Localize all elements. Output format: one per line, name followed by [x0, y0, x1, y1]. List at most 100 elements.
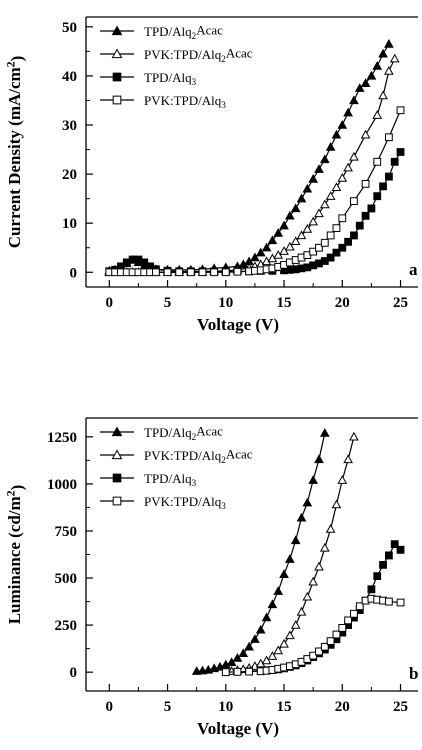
data-point: [315, 647, 323, 656]
data-point: [343, 107, 353, 117]
data-point: [378, 48, 388, 58]
data-point: [291, 660, 300, 669]
data-point: [396, 148, 405, 156]
chart-panel-a: 0 5 10 15 20 25 0 10 20 30 40 50 Voltage (V) Current …: [4, 16, 418, 334]
series-1: [104, 53, 400, 276]
legend-label-part: TPD/Alq: [144, 425, 192, 440]
data-point: [309, 261, 318, 270]
legend-label-script: 3: [192, 77, 197, 87]
data-point: [332, 224, 341, 232]
data-point: [361, 596, 370, 605]
legend: TPD/Alq2AcacPVK:TPD/Alq2AcacTPD/Alq3PVK:…: [100, 23, 253, 110]
data-point: [320, 642, 329, 651]
data-point: [285, 258, 294, 267]
legend-label-part: PVK:TPD/Alq: [144, 47, 222, 62]
legend-label-part: PVK:TPD/Alq: [144, 448, 222, 463]
data-point: [379, 560, 387, 569]
data-point: [250, 252, 260, 262]
y-tick-label: 10: [62, 216, 77, 232]
data-point: [198, 268, 207, 277]
x-tick-label: 25: [393, 295, 408, 311]
legend-item: PVK:TPD/Alq2Acac: [100, 447, 253, 466]
data-point: [261, 242, 272, 252]
data-point: [290, 535, 301, 545]
data-point: [279, 220, 289, 230]
data-point: [302, 224, 313, 233]
y-tick-label: 40: [62, 69, 77, 85]
data-point: [268, 264, 277, 273]
data-point: [384, 551, 393, 560]
data-point: [325, 191, 336, 200]
legend-marker: [112, 95, 122, 105]
data-point: [308, 173, 319, 183]
legend-label-part: Acac: [226, 447, 253, 462]
data-point: [279, 569, 289, 578]
data-point: [256, 667, 265, 676]
x-tick-label: 10: [218, 699, 233, 715]
data-point: [367, 585, 376, 594]
legend-label-part: Acac: [196, 23, 223, 38]
data-point: [379, 182, 387, 191]
data-point: [344, 237, 353, 246]
data-point: [337, 475, 348, 484]
legend-label: PVK:TPD/Alq2Acac: [144, 447, 253, 466]
y-axis-title: Luminance (cd/m2): [4, 485, 27, 625]
y-tick-label: 0: [70, 265, 78, 281]
data-point: [389, 53, 400, 63]
legend-marker: [111, 426, 123, 437]
data-point: [361, 180, 370, 188]
data-point: [226, 657, 237, 667]
y-tick-label: 750: [55, 524, 78, 540]
legend: TPD/Alq2AcacPVK:TPD/Alq2AcacTPD/Alq3PVK:…: [100, 424, 253, 511]
data-point: [256, 266, 265, 275]
data-point: [315, 259, 323, 268]
data-point: [296, 230, 307, 240]
data-point: [163, 268, 172, 277]
data-point: [396, 545, 405, 554]
y-axis-title-part: ): [7, 56, 26, 62]
data-point: [273, 227, 284, 237]
data-point: [285, 241, 295, 251]
data-point: [331, 182, 342, 192]
data-point: [280, 663, 288, 672]
y-tick-label: 250: [55, 618, 78, 634]
data-point: [390, 157, 399, 166]
x-tick-label: 25: [393, 699, 408, 715]
legend-label-part: Acac: [196, 424, 223, 439]
data-point: [274, 262, 283, 271]
data-point: [279, 638, 289, 648]
y-tick-label: 50: [62, 20, 77, 36]
data-point: [303, 251, 312, 259]
data-point: [291, 256, 300, 264]
data-point: [360, 129, 371, 139]
x-tick-label: 15: [277, 699, 292, 715]
data-point: [360, 78, 371, 87]
series-line: [109, 110, 402, 273]
legend-label-script: 2: [192, 432, 197, 442]
y-axis-title: Current Density (mA/cm2): [4, 56, 27, 249]
data-point: [319, 542, 330, 552]
data-point: [314, 454, 324, 464]
y-tick-label: 1000: [47, 477, 77, 493]
legend-label-part: PVK:TPD/Alq: [144, 93, 222, 108]
data-point: [291, 265, 300, 274]
data-point: [314, 208, 324, 218]
data-point: [384, 38, 394, 48]
legend-label: PVK:TPD/Alq2Acac: [144, 46, 253, 65]
data-point: [273, 586, 284, 595]
data-point: [285, 210, 295, 220]
legend-label-part: TPD/Alq: [144, 471, 192, 486]
x-tick-label: 20: [335, 699, 350, 715]
data-point: [325, 142, 336, 151]
data-point: [338, 214, 347, 223]
data-point: [210, 268, 219, 277]
data-point: [296, 606, 307, 616]
data-point: [221, 668, 230, 677]
data-point: [337, 119, 348, 129]
data-point: [361, 211, 370, 220]
data-point: [326, 637, 335, 646]
data-point: [325, 524, 336, 533]
plot-area: [104, 38, 405, 277]
data-point: [255, 247, 266, 257]
legend-marker: [111, 449, 123, 460]
